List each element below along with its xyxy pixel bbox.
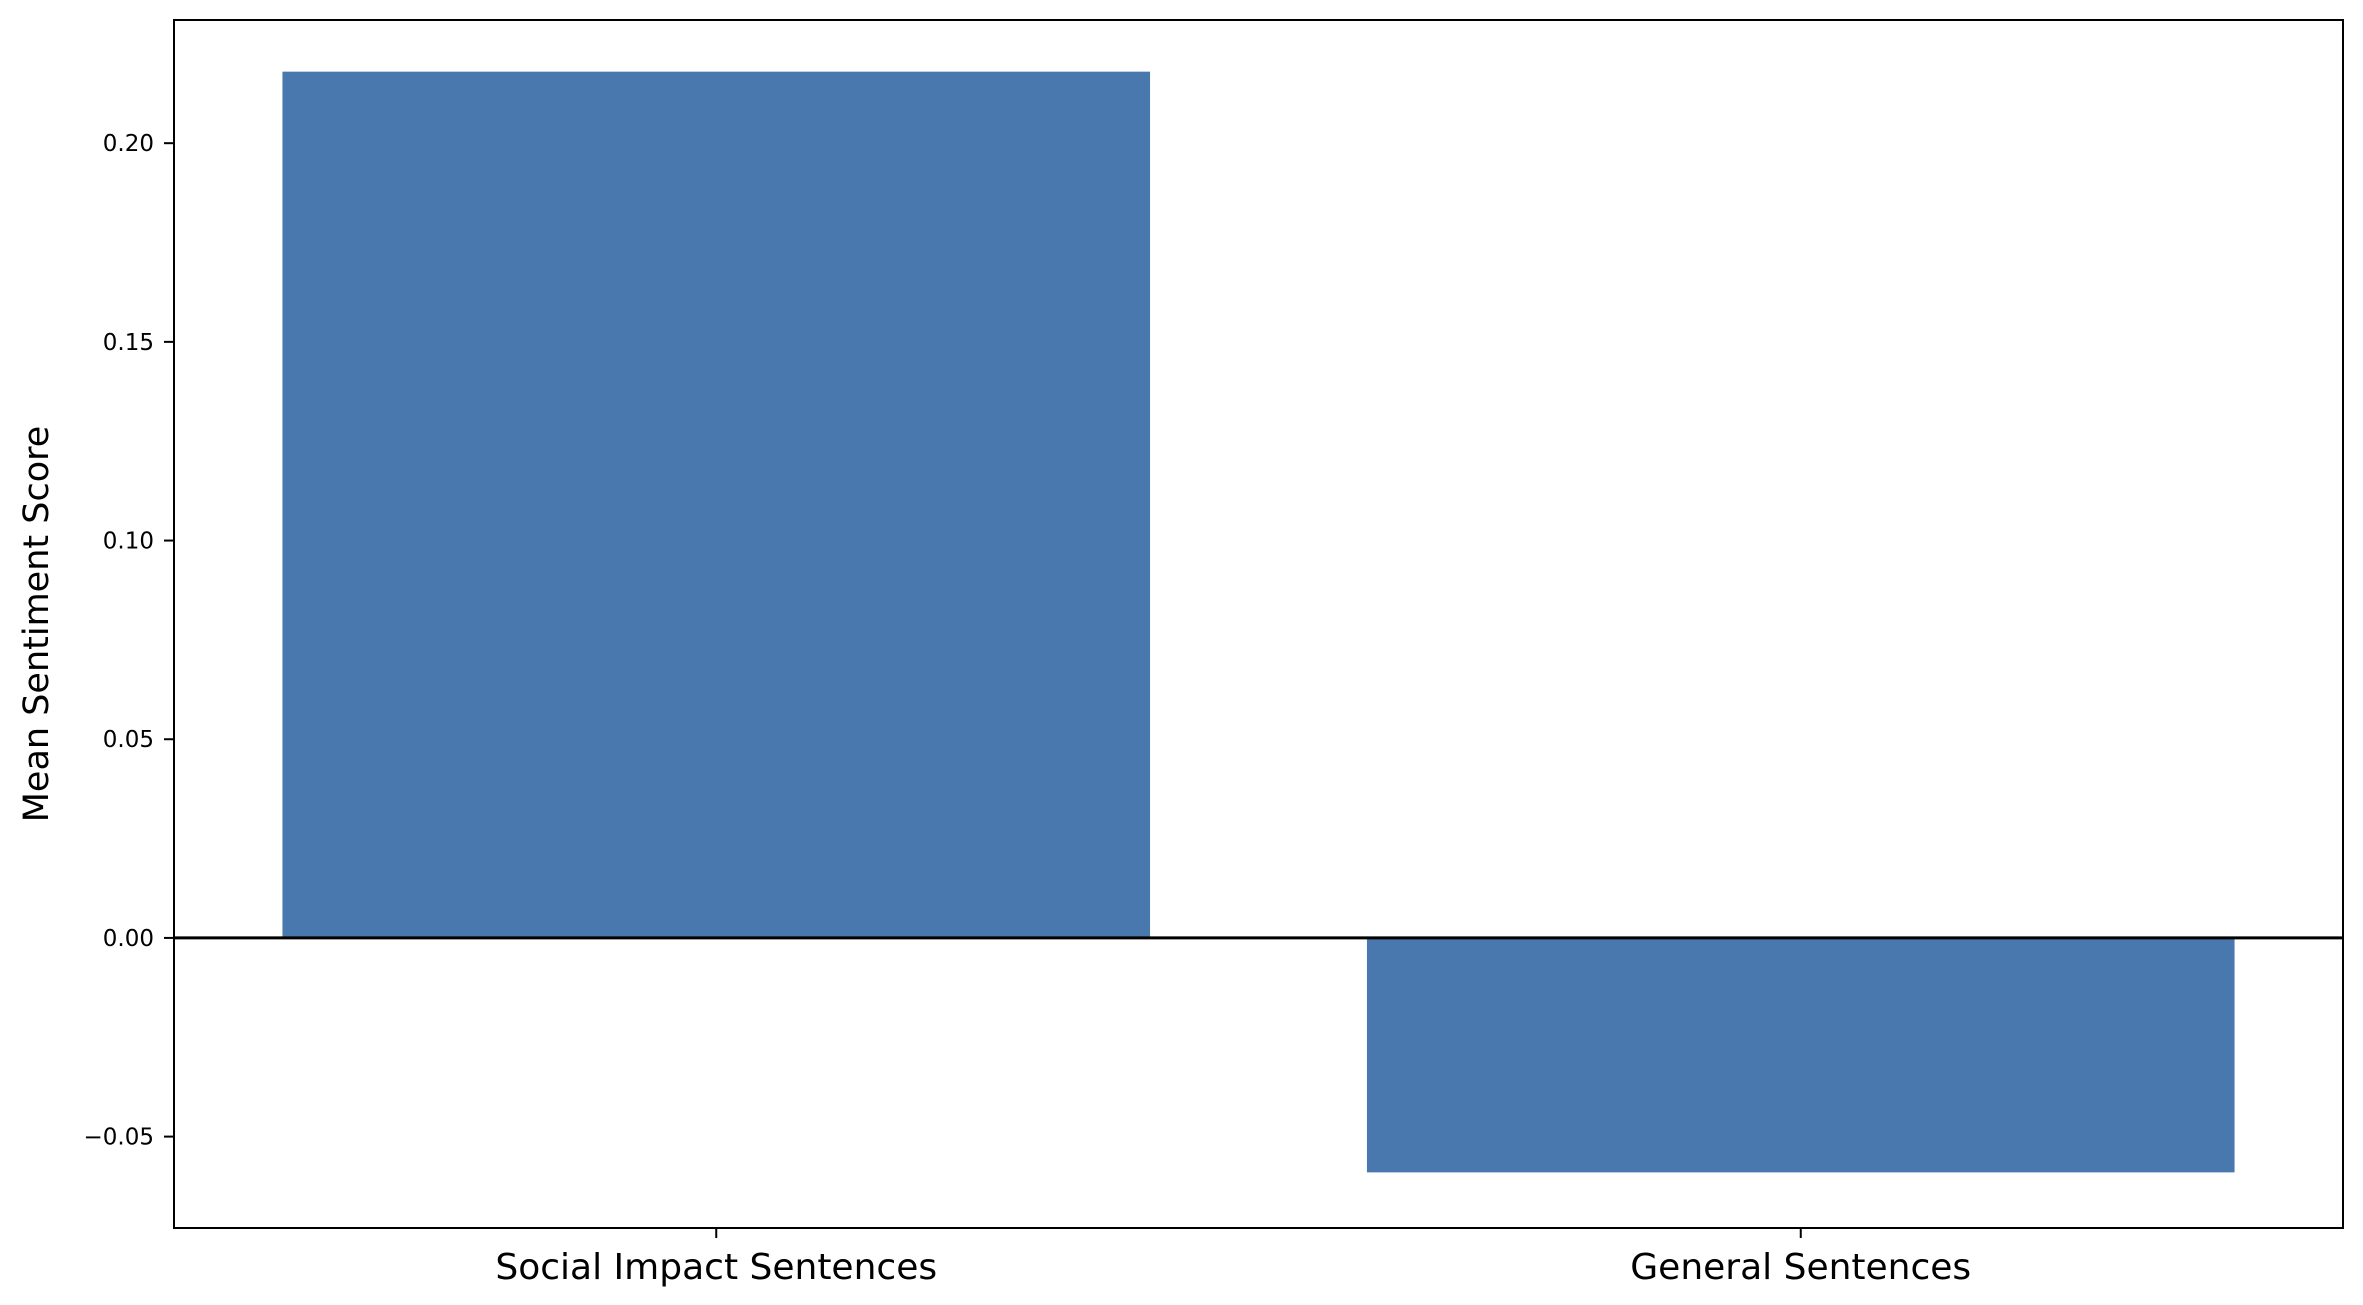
y-axis-label: Mean Sentiment Score: [17, 426, 57, 823]
plot-frame: [173, 19, 2344, 1229]
x-tick-label: General Sentences: [1630, 1247, 1971, 1288]
y-axis-ticks: −0.05 0.00 0.05 0.10 0.15 0.20: [84, 131, 174, 1151]
x-axis-ticks: Social Impact Sentences General Sentences: [495, 1228, 1971, 1288]
y-tick-label: 0.20: [103, 131, 154, 157]
y-tick-label: 0.00: [103, 926, 154, 952]
y-tick-label: 0.10: [103, 529, 154, 555]
x-tick-label: Social Impact Sentences: [495, 1247, 937, 1288]
bar-0: [282, 71, 1151, 938]
y-tick-label: 0.05: [103, 727, 154, 753]
y-tick-label: 0.15: [103, 330, 154, 356]
bar-1: [1366, 937, 2235, 1173]
y-tick-label: −0.05: [84, 1125, 154, 1151]
bars-group: [282, 71, 2235, 1173]
